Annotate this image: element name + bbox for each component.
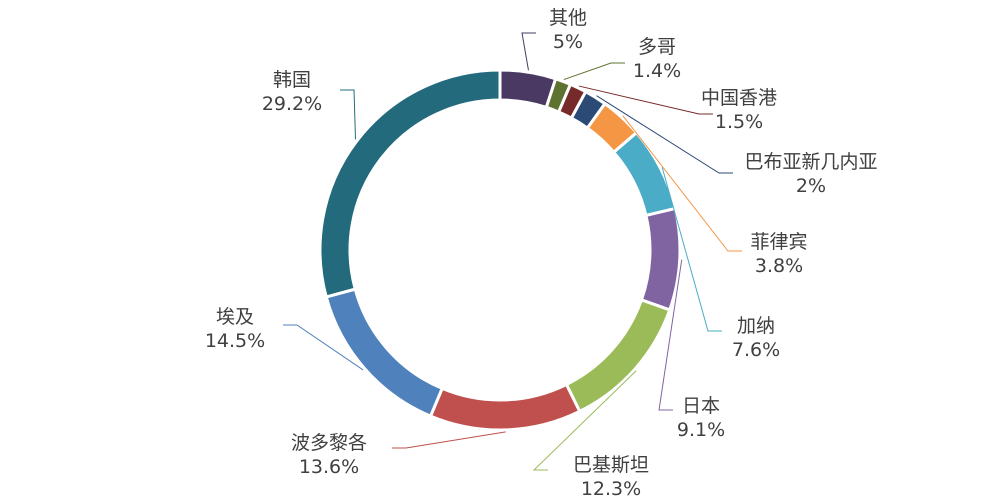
category-label-4: 巴布亚新几内亚 — [744, 151, 877, 173]
leader-line-6 — [661, 167, 722, 332]
slice-7 — [639, 206, 682, 312]
leader-line-9 — [392, 431, 506, 449]
value-label-3: 1.5% — [715, 111, 763, 133]
slice-10 — [324, 287, 445, 419]
leader-line-10 — [283, 324, 364, 371]
value-label-8: 12.3% — [581, 478, 641, 500]
category-label-7: 日本 — [682, 395, 720, 417]
category-label-3: 中国香港 — [701, 87, 777, 109]
category-label-1: 其他 — [549, 7, 587, 29]
category-label-2: 多哥 — [638, 36, 676, 58]
leader-line-2 — [563, 62, 625, 81]
category-label-9: 波多黎各 — [291, 432, 367, 454]
leader-line-8 — [532, 370, 637, 471]
value-label-1: 5% — [553, 31, 583, 53]
donut-slices — [318, 68, 682, 432]
slice-9 — [428, 382, 582, 432]
value-label-5: 3.8% — [755, 255, 803, 277]
value-label-11: 29.2% — [262, 93, 322, 115]
category-label-8: 巴基斯坦 — [573, 454, 649, 476]
value-label-9: 13.6% — [299, 456, 359, 478]
slice-11 — [318, 68, 502, 299]
leader-lines — [283, 32, 742, 471]
leader-line-4 — [596, 95, 733, 174]
leader-line-3 — [578, 85, 713, 115]
category-label-6: 加纳 — [737, 315, 775, 337]
slice-8 — [564, 298, 672, 414]
category-label-5: 菲律宾 — [750, 231, 807, 253]
category-label-11: 韩国 — [273, 69, 311, 91]
value-label-6: 7.6% — [732, 339, 780, 361]
category-label-10: 埃及 — [216, 306, 254, 328]
slice-6 — [611, 130, 677, 218]
value-label-10: 14.5% — [205, 330, 265, 352]
value-label-4: 2% — [796, 175, 826, 197]
leader-line-11 — [340, 89, 356, 140]
leader-line-5 — [622, 115, 742, 252]
value-label-7: 9.1% — [677, 419, 725, 441]
leader-line-1 — [521, 32, 536, 71]
value-label-2: 1.4% — [633, 60, 681, 82]
leader-line-7 — [658, 259, 683, 411]
